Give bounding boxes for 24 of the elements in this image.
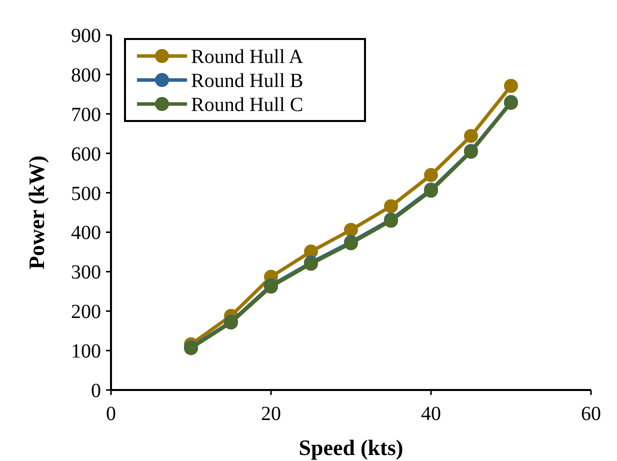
point (384, 199, 398, 214)
y-tick-label: 700 (71, 104, 101, 126)
point (504, 78, 518, 93)
point (464, 128, 478, 143)
legend-label: Round Hull B (191, 70, 304, 92)
y-tick-label: 900 (71, 25, 101, 47)
x-axis-title: Speed (kts) (298, 435, 404, 460)
x-tick-label: 60 (581, 403, 601, 425)
x-tick-label: 0 (106, 403, 116, 425)
legend-label: Round Hull C (191, 94, 304, 116)
y-tick-label: 300 (71, 262, 101, 284)
x-tick-label: 20 (261, 403, 281, 425)
y-tick-label: 200 (71, 301, 101, 324)
y-tick-label: 600 (71, 143, 101, 166)
point (344, 222, 358, 237)
y-tick-label: 0 (91, 380, 101, 402)
y-tick-label: 400 (71, 222, 101, 244)
y-tick-label: 500 (71, 182, 101, 205)
y-tick-label: 100 (71, 340, 101, 363)
x-tick-label: 40 (421, 403, 441, 425)
legend-label: Round Hull A (191, 46, 304, 68)
y-axis-title: Power (kW) (24, 156, 49, 270)
point (424, 168, 438, 182)
y-tick-label: 800 (71, 64, 101, 86)
